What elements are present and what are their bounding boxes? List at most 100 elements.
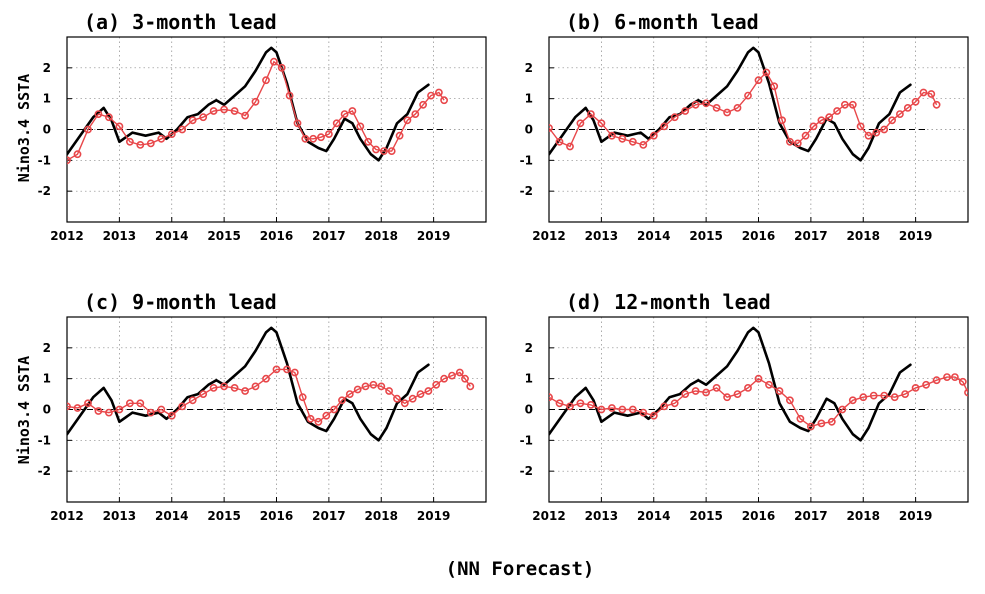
panel-d-forecast-point [859,393,868,402]
panel-a-forecast-point [269,57,278,66]
panel-d-forecast-point [608,404,616,412]
panel-c-forecast-point [455,368,464,377]
panel-b-forecast-point [786,137,794,146]
panel-b-forecast-point [864,131,873,140]
panel-b-forecast-point [856,122,865,131]
panel-d-forecast-point [712,383,721,392]
panel-b-forecast-point [691,100,700,109]
panel-c-forecast-point [230,383,239,392]
panel-b-forecast-point [660,122,669,131]
panel-c-forecast-point [338,396,346,405]
panel-a-forecast-point [262,76,270,85]
panel-b-forecast-point [848,100,857,109]
panel-a-forecast-point [427,91,435,100]
panel-c-forecast-point [290,368,299,377]
panel-a-xtick-2016: 2016 [260,229,293,243]
panel-b-forecast-line [549,71,938,148]
panel-d-forecast-point [958,377,967,386]
panel-b: (b) 6-month lead 2012 2013 2014 2015 2016 201… [520,10,969,243]
panel-c-forecast-point [345,390,354,398]
panel-c-xtick-2013: 2013 [103,509,136,523]
panel-d-ytick--1: -1 [520,433,533,447]
panel-a-xtick-2018: 2018 [365,229,398,243]
panel-c-forecast-point [361,382,370,391]
panel-a-forecast-point [324,130,333,138]
panel-c-forecast-point [84,399,92,408]
panel-b-forecast-point [628,137,637,146]
panel-d-forecast-point [681,390,690,398]
panel-c-forecast-point [461,374,469,383]
panel-d-forecast-point [618,405,627,414]
panel-c-forecast-point [408,394,417,403]
panel-b-forecast-point [932,100,941,109]
panel-b-forecast-point [618,134,627,143]
panel-d-xtick-2014: 2014 [637,509,670,523]
panel-d-xtick-2013: 2013 [585,509,618,523]
panel-c-forecast-line [67,368,471,423]
panel-a-forecast-point [379,147,388,155]
panel-a-forecast-point [364,137,373,146]
panel-d-ytick-2: 2 [525,341,533,355]
panel-c-forecast-point [262,374,270,383]
panel-b-forecast-point [649,131,658,140]
panel-a-ytick-2: 2 [43,61,51,75]
panel-c-forecast-point [306,414,315,423]
panel-d-xtick-2016: 2016 [742,509,775,523]
panel-c-xtick-2017: 2017 [312,509,345,523]
panel-a-xtick-2015: 2015 [207,229,240,243]
panel-c-forecast-point [440,374,448,383]
panel-a-title: (a) 3-month lead [84,10,277,34]
panel-b-forecast-point [833,107,841,115]
panel-a-forecast-point [125,137,134,146]
panel-c-forecast-point [105,408,113,417]
panel-a-forecast-point [356,122,365,131]
panel-c-forecast-point [199,390,208,398]
panel-d-forecast-point [796,414,805,423]
panel-b-forecast-point [566,142,574,151]
panel-c-forecast-point [385,387,393,395]
panel-c-forecast-point [209,383,218,392]
panel-b-forecast-point [927,90,936,98]
panel-c-forecast-point [167,411,176,420]
panel-b-forecast-point [762,68,771,77]
panel-d-forecast-point [901,390,909,398]
panel-d-xtick-2017: 2017 [794,509,827,523]
panel-d-forecast-point [869,391,878,400]
panel-d-forecast-point [566,402,574,411]
panel-b-forecast-point [911,97,920,106]
panel-d-forecast-point [911,383,920,392]
panel-b-xtick-2014: 2014 [637,229,670,243]
panel-b-forecast-point [723,108,731,117]
panel-b-forecast-point [576,119,585,128]
panel-a-forecast-point [167,130,176,138]
panel-d-forecast-point [765,380,773,389]
panel-a-forecast-point [277,63,286,72]
panel-b-forecast-point [825,113,834,122]
panel-a-forecast-point [188,116,197,125]
panel-d-forecast-point [733,390,742,398]
panel-d-forecast-point [775,387,784,395]
panel-a-forecast-point [67,156,71,165]
panel-c-forecast-point [330,405,338,414]
panel-b-forecast-point [744,91,752,100]
panel-d-observed-line [549,326,912,442]
panel-c-xtick-2018: 2018 [365,509,398,523]
panel-c-forecast-point [146,408,155,417]
panel-d-xtick-2018: 2018 [847,509,880,523]
panel-b-forecast-point [639,140,648,149]
panel-a-xtick-2017: 2017 [312,229,345,243]
panel-c: (c) 9-month lead Nino3.4 SSTA 2012 2013 20… [15,290,487,523]
panel-d-forecast-point [838,405,847,414]
panel-c-ytick--1: -1 [38,433,51,447]
panel-b-forecast-point [681,107,690,115]
panel-b-forecast-point [549,124,553,132]
panel-a-forecast-point [105,113,113,122]
panel-b-forecast-point [555,137,564,146]
panel-b-forecast-point [733,104,742,112]
panel-c-forecast-point [272,365,281,374]
panel-c-forecast-point [377,382,386,391]
panel-a-forecast-point [387,147,396,155]
panel-d-forecast-point [549,393,553,402]
panel-a-xtick-2014: 2014 [155,229,188,243]
panel-d-forecast-point [723,393,731,402]
